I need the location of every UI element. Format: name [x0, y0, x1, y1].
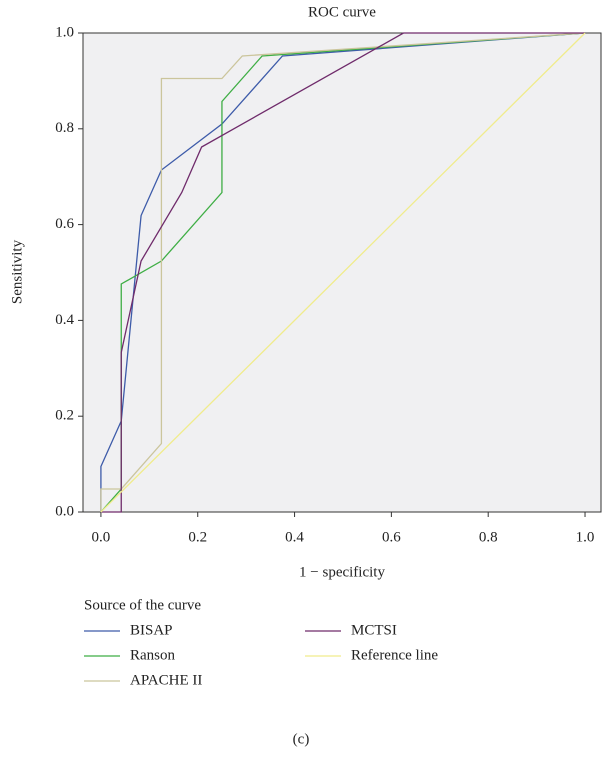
y-tick-label: 0.2 — [55, 408, 74, 424]
y-tick-label: 0.0 — [55, 503, 74, 519]
legend-label: Reference line — [351, 647, 438, 663]
roc-line — [100, 32, 586, 512]
x-tick-label: 0.6 — [382, 529, 401, 545]
plot-area — [82, 32, 602, 513]
legend-label: APACHE II — [130, 672, 202, 688]
legend-label: BISAP — [130, 622, 173, 638]
x-tick-label: 0.0 — [92, 529, 111, 545]
y-tick-label: 0.4 — [55, 312, 74, 328]
roc-line — [100, 32, 586, 513]
y-tick-label: 0.6 — [55, 216, 74, 232]
y-tick-label: 0.8 — [55, 120, 74, 136]
y-tick-label: 1.0 — [55, 24, 74, 40]
legend-label: Ranson — [130, 647, 176, 663]
caption: (c) — [293, 731, 310, 747]
legend-title: Source of the curve — [84, 597, 201, 613]
x-tick-label: 0.8 — [479, 529, 498, 545]
x-tick-label: 1.0 — [576, 529, 595, 545]
x-axis-label: 1 − specificity — [299, 564, 385, 580]
x-tick-label: 0.4 — [285, 529, 304, 545]
chart-title: ROC curve — [308, 4, 376, 20]
y-axis-label: Sensitivity — [9, 239, 25, 304]
x-tick-label: 0.2 — [188, 529, 207, 545]
roc-line — [100, 32, 586, 513]
roc-line — [100, 32, 586, 512]
legend-label: MCTSI — [351, 622, 397, 638]
